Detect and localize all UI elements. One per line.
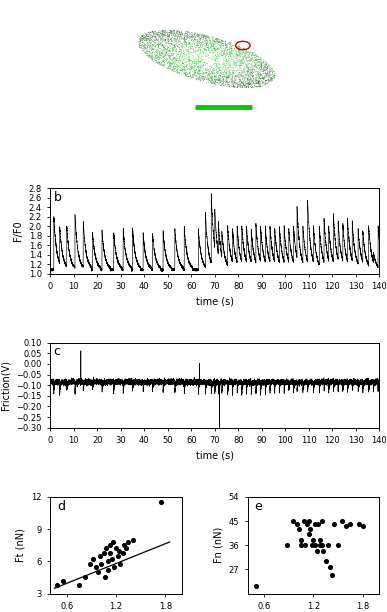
Point: [343, 521, 349, 531]
Point: [101, 548, 107, 558]
Y-axis label: Fn (nN): Fn (nN): [213, 527, 223, 563]
Point: [90, 554, 96, 564]
Point: [309, 540, 315, 550]
Point: [296, 524, 302, 534]
Point: [158, 498, 164, 507]
Point: [348, 519, 354, 529]
X-axis label: time (s): time (s): [196, 296, 234, 307]
Text: e: e: [254, 500, 262, 513]
Point: [82, 573, 88, 583]
Point: [87, 559, 93, 569]
Point: [76, 580, 82, 590]
Point: [319, 540, 325, 550]
Point: [356, 519, 362, 529]
Point: [310, 535, 317, 545]
Point: [339, 516, 345, 526]
Point: [103, 543, 110, 553]
Point: [97, 551, 103, 561]
Point: [92, 562, 99, 572]
Point: [312, 519, 318, 529]
Point: [110, 537, 116, 547]
Point: [105, 565, 111, 575]
Text: c: c: [53, 345, 61, 358]
Point: [323, 556, 329, 566]
Text: b: b: [53, 191, 62, 204]
Point: [109, 554, 115, 564]
Point: [107, 548, 113, 558]
Point: [317, 535, 323, 545]
Point: [95, 567, 101, 577]
Point: [312, 540, 318, 550]
Point: [290, 516, 296, 526]
Point: [101, 573, 108, 583]
Point: [116, 546, 122, 556]
Point: [302, 540, 308, 550]
Point: [120, 548, 126, 558]
Point: [335, 540, 341, 550]
Text: d: d: [57, 500, 65, 513]
Point: [304, 519, 310, 529]
Y-axis label: Friction(V): Friction(V): [1, 360, 11, 410]
Point: [320, 546, 327, 556]
Point: [298, 535, 304, 545]
Point: [317, 540, 323, 550]
Point: [327, 562, 333, 572]
Point: [306, 529, 312, 539]
Point: [294, 519, 300, 529]
Point: [319, 516, 325, 526]
Point: [54, 580, 60, 590]
Point: [305, 516, 312, 526]
Point: [329, 570, 335, 580]
Point: [115, 551, 121, 561]
Point: [298, 540, 304, 550]
Point: [300, 516, 307, 526]
Point: [284, 540, 290, 550]
Point: [98, 559, 104, 569]
Point: [121, 540, 127, 550]
Y-axis label: F/F0: F/F0: [13, 220, 23, 241]
Point: [331, 519, 337, 529]
Point: [129, 535, 135, 545]
Point: [117, 559, 123, 569]
Point: [60, 576, 66, 586]
Point: [123, 543, 129, 553]
X-axis label: time (s): time (s): [196, 450, 234, 461]
Point: [313, 546, 320, 556]
Point: [307, 524, 313, 534]
Point: [106, 540, 113, 550]
Point: [105, 556, 111, 566]
Point: [253, 581, 259, 591]
Text: a: a: [123, 7, 130, 20]
Y-axis label: Ft (nN): Ft (nN): [16, 528, 26, 562]
Point: [111, 562, 118, 572]
Point: [113, 543, 119, 553]
Point: [360, 521, 366, 531]
Point: [125, 537, 132, 547]
Point: [315, 519, 321, 529]
Point: [325, 540, 331, 550]
